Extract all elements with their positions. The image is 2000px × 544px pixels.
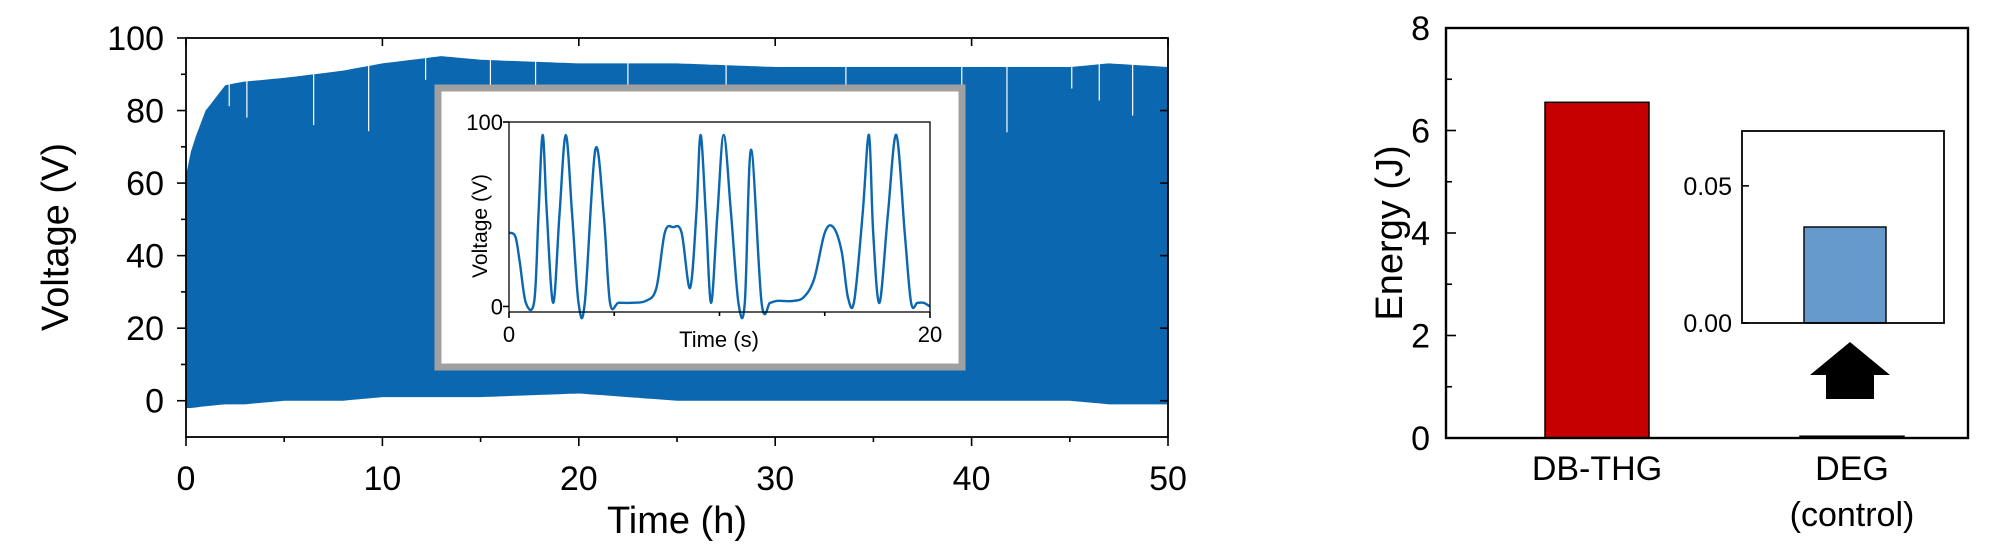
- voltage-time-chart: 0 10 20 30 40 50 0 20 40 60 80 100 Voltage (V) Time…: [35, 20, 1187, 542]
- x-tick-label: 20: [560, 460, 598, 498]
- energy-plot-frame: [1444, 26, 1970, 440]
- y-tick-label: 60: [126, 165, 164, 203]
- x-tick-label: 30: [756, 460, 794, 498]
- y-tick-label: 80: [126, 93, 164, 131]
- voltage-plot-frame: [185, 37, 1169, 438]
- energy-inset-frame: [1741, 130, 1945, 324]
- energy-y-tick-label: 0: [1411, 420, 1430, 458]
- inset-frame: [434, 84, 966, 371]
- energy-y-tick-label: 2: [1411, 318, 1430, 356]
- inset-y-tick-label: 100: [466, 110, 503, 135]
- y-tick-label: 40: [126, 238, 164, 276]
- energy-inset-y-tick-label: 0.00: [1683, 310, 1732, 338]
- energy-y-axis-label: Energy (J): [1369, 145, 1411, 320]
- x-tick-label: 0: [177, 460, 196, 498]
- y-tick-label: 0: [145, 383, 164, 421]
- inset-plot-frame: [508, 121, 931, 313]
- category-label: (control): [1790, 496, 1915, 534]
- x-tick-label: 40: [953, 460, 991, 498]
- y-tick-label: 20: [126, 310, 164, 348]
- energy-inset-y-tick-label: 0.05: [1683, 173, 1732, 201]
- x-tick-label: 10: [363, 460, 401, 498]
- inset-x-axis-label: Time (s): [679, 327, 759, 352]
- up-arrow-icon: [1810, 342, 1890, 399]
- inset-voltage-line: [508, 133, 931, 320]
- energy-inset: 0.00 0.05: [1683, 130, 1945, 399]
- energy-bar: [1544, 101, 1650, 439]
- category-label: DEG: [1815, 450, 1889, 488]
- y-tick-label: 100: [107, 20, 164, 58]
- y-axis-label: Voltage (V): [35, 143, 77, 331]
- category-label: DB-THG: [1532, 450, 1662, 488]
- energy-y-tick-label: 4: [1411, 215, 1430, 253]
- x-tick-label: 50: [1149, 460, 1187, 498]
- inset-y-tick-label: 0: [491, 294, 503, 319]
- inset-x-tick-label: 20: [918, 322, 942, 347]
- inset-x-tick-label: 0: [503, 322, 515, 347]
- voltage-inset: 0 20 0 100 Voltage (V) Time (s): [434, 84, 966, 371]
- inset-y-axis-label: Voltage (V): [469, 174, 492, 278]
- energy-y-tick-label: 8: [1411, 10, 1430, 48]
- energy-y-tick-label: 6: [1411, 113, 1430, 151]
- energy-inset-bar: [1803, 226, 1887, 324]
- x-axis-label: Time (h): [607, 500, 747, 542]
